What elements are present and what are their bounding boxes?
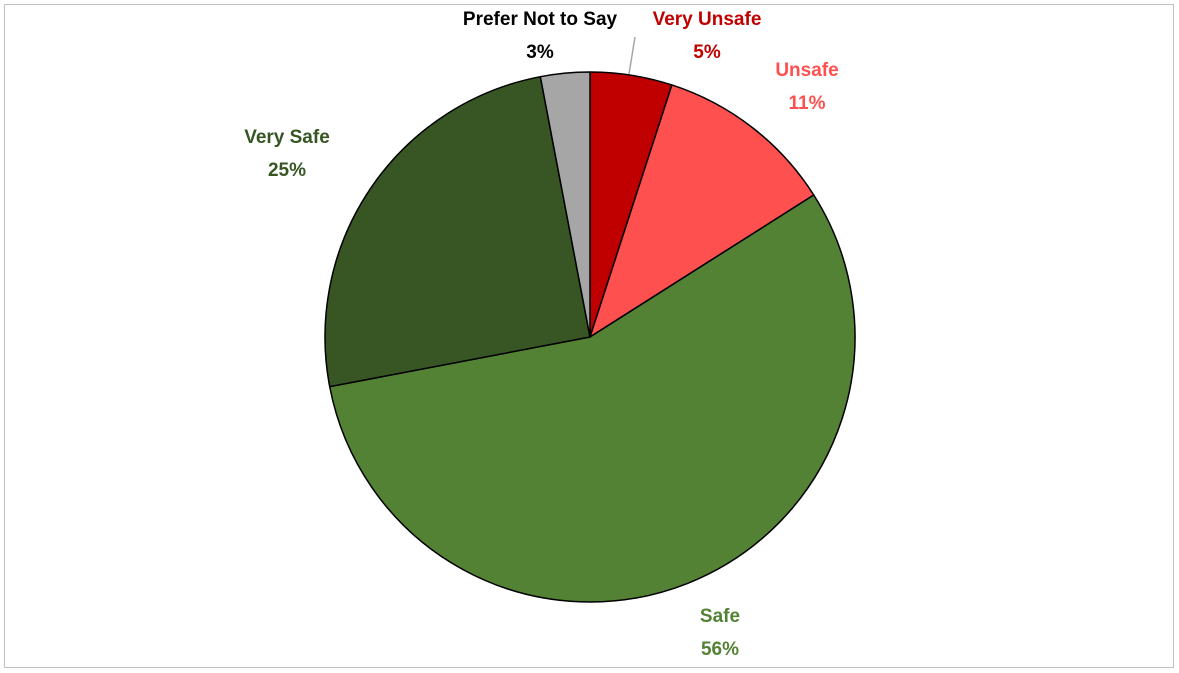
slice-label-very-unsafe: Very Unsafe — [653, 9, 762, 30]
slice-label-very-safe: Very Safe — [244, 127, 330, 148]
slice-label-safe: Safe — [700, 606, 740, 627]
slice-value-safe: 56% — [701, 639, 739, 660]
pie-slice-prefer-not-to-say — [539, 71, 591, 338]
pie-slice-safe — [328, 194, 856, 603]
slice-value-very-safe: 25% — [268, 160, 306, 181]
slice-value-prefer-not-to-say: 3% — [526, 42, 554, 63]
pie-labels: Very Unsafe 5% Unsafe 11% Safe 56% Very Safe 25… — [244, 9, 838, 660]
pie-slice-unsafe — [589, 84, 815, 338]
slice-label-prefer-not-to-say: Prefer Not to Say — [463, 9, 618, 30]
slice-value-unsafe: 11% — [789, 93, 826, 114]
pie-slices — [324, 71, 856, 603]
pie-slice-very-safe — [324, 75, 591, 388]
leader-line-very-unsafe — [628, 36, 636, 75]
slice-label-unsafe: Unsafe — [775, 60, 838, 81]
slice-value-very-unsafe: 5% — [693, 42, 721, 63]
leader-lines — [628, 36, 636, 75]
